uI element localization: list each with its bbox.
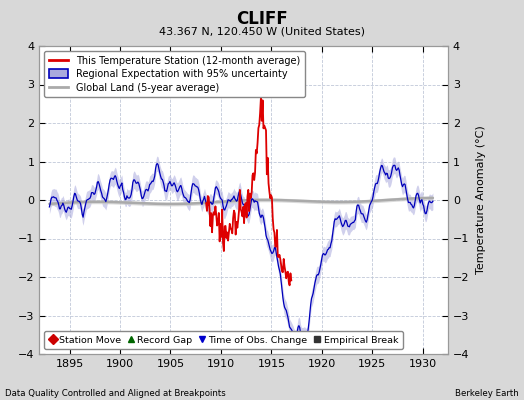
Legend: Station Move, Record Gap, Time of Obs. Change, Empirical Break: Station Move, Record Gap, Time of Obs. C… [44, 331, 403, 349]
Y-axis label: Temperature Anomaly (°C): Temperature Anomaly (°C) [476, 126, 486, 274]
Text: Data Quality Controlled and Aligned at Breakpoints: Data Quality Controlled and Aligned at B… [5, 389, 226, 398]
Text: Berkeley Earth: Berkeley Earth [455, 389, 519, 398]
Text: 43.367 N, 120.450 W (United States): 43.367 N, 120.450 W (United States) [159, 26, 365, 36]
Text: CLIFF: CLIFF [236, 10, 288, 28]
